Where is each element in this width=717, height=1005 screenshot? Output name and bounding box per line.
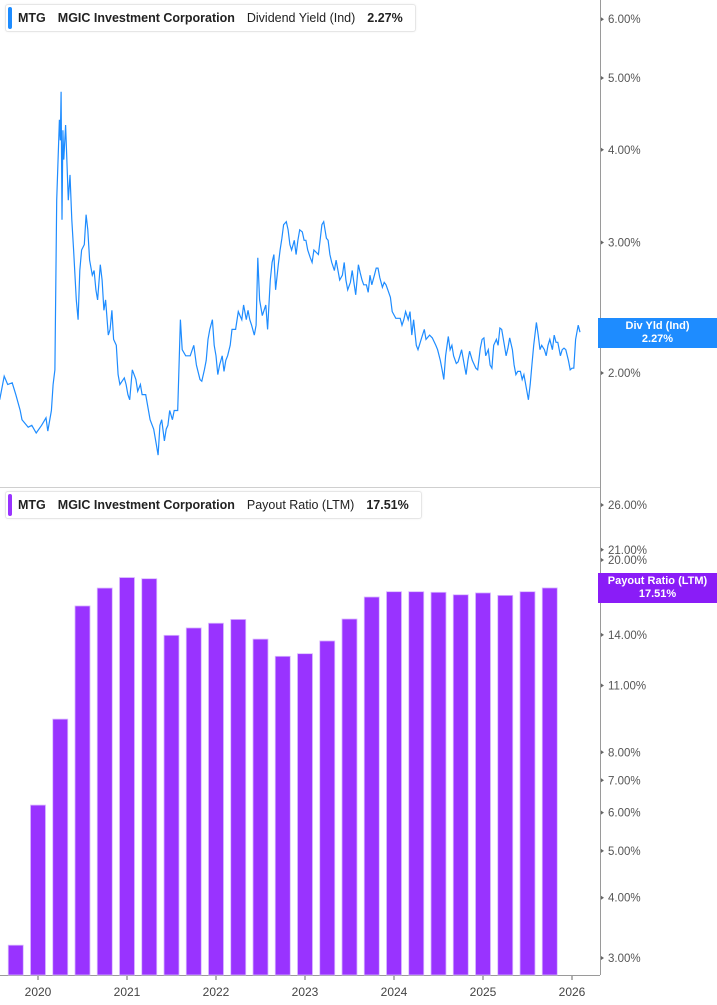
x-tick-label: 2022 [203, 985, 230, 999]
payout-bar [230, 619, 247, 976]
x-tick-label: 2026 [559, 985, 586, 999]
y-tick-label: 14.00% [608, 630, 647, 642]
y-tick-label: 26.00% [608, 500, 647, 512]
badge-label: Payout Ratio (LTM) [607, 575, 708, 587]
y-tick-mark [601, 895, 604, 900]
payout-bar [252, 638, 269, 976]
payout-bar [74, 605, 91, 976]
series-color-marker [8, 7, 12, 29]
y-tick-mark [601, 17, 604, 22]
payout-bar [341, 618, 358, 976]
x-tick-label: 2023 [292, 985, 319, 999]
payout-bar [297, 653, 313, 976]
badge-label: Div Yld (Ind) [625, 320, 690, 332]
payout-bar [386, 591, 402, 976]
y-tick-mark [601, 558, 604, 563]
y-tick-label: 6.00% [608, 808, 641, 820]
payout-bar [7, 944, 24, 976]
x-tick-label: 2024 [381, 985, 408, 999]
payout-bar [185, 627, 202, 976]
y-tick-mark [601, 240, 604, 245]
y-tick-mark [601, 547, 604, 552]
payout-bar [363, 596, 380, 976]
payout-bar [475, 592, 491, 976]
top-y-ticks: 6.00% 5.00% 4.00% 3.00% 2.00% [601, 14, 641, 380]
y-tick-mark [601, 371, 604, 375]
series-color-marker [8, 494, 12, 516]
y-tick-mark [601, 632, 604, 637]
payout-bar [163, 634, 180, 976]
bottom-legend: MTG MGIC Investment Corporation Payout R… [5, 491, 422, 519]
payout-bar [452, 594, 469, 976]
legend-metric: Payout Ratio (LTM) [246, 498, 355, 512]
payout-bar [519, 591, 536, 976]
x-tick-label: 2021 [114, 985, 141, 999]
y-tick-label: 2.00% [608, 368, 641, 380]
payout-bar [541, 587, 558, 976]
y-tick-label: 5.00% [608, 73, 641, 85]
y-tick-mark [601, 683, 604, 688]
y-tick-mark [601, 75, 604, 80]
y-tick-mark [601, 503, 604, 507]
top-legend: MTG MGIC Investment Corporation Dividend… [5, 4, 416, 32]
y-tick-mark [601, 147, 604, 152]
y-tick-label: 5.00% [608, 846, 641, 858]
payout-bar [119, 577, 135, 976]
dividend-yield-line [0, 91, 581, 456]
payout-bar [30, 804, 46, 976]
payout-bar [208, 622, 224, 976]
legend-ticker: MTG [18, 11, 46, 25]
y-tick-label: 11.00% [608, 680, 646, 692]
y-tick-label: 3.00% [608, 953, 641, 965]
x-tick-label: 2025 [470, 985, 497, 999]
y-tick-label: 7.00% [608, 775, 641, 787]
legend-company: MGIC Investment Corporation [57, 498, 235, 512]
y-tick-label: 4.00% [608, 145, 641, 157]
y-tick-label: 21.00% [608, 545, 647, 557]
legend-value: 2.27% [367, 11, 403, 25]
x-ticks: 2020 2021 2022 2023 2024 2025 2026 [25, 976, 586, 999]
bottom-y-ticks: 26.00%21.00%20.00%17.00%14.00%11.00%8.00… [601, 500, 647, 965]
badge-value: 2.27% [641, 333, 674, 345]
payout-bar [319, 640, 336, 976]
payout-bar [497, 594, 514, 976]
y-tick-label: 3.00% [608, 237, 641, 249]
y-tick-mark [601, 848, 604, 853]
legend-company: MGIC Investment Corporation [57, 11, 235, 25]
y-tick-mark [601, 778, 604, 783]
payout-ratio-bars [7, 577, 558, 976]
payout-bar [274, 655, 291, 976]
x-tick-label: 2020 [25, 985, 52, 999]
y-tick-label: 8.00% [608, 747, 641, 759]
legend-metric: Dividend Yield (Ind) [246, 11, 356, 25]
y-tick-label: 4.00% [608, 893, 641, 905]
y-tick-mark [601, 810, 604, 815]
dividend-yield-badge: Div Yld (Ind) 2.27% [598, 318, 717, 348]
y-tick-mark [601, 956, 604, 961]
payout-bar [141, 578, 158, 976]
payout-bar [96, 587, 113, 976]
y-tick-mark [601, 750, 604, 755]
payout-bar [408, 591, 425, 976]
y-tick-label: 6.00% [608, 14, 641, 26]
badge-value: 17.51% [638, 588, 677, 600]
payout-bar [430, 591, 447, 976]
legend-value: 17.51% [366, 498, 409, 512]
y-tick-label: 20.00% [608, 555, 647, 567]
payout-ratio-badge: Payout Ratio (LTM) 17.51% [598, 573, 717, 603]
payout-bar [52, 718, 69, 976]
legend-ticker: MTG [18, 498, 46, 512]
